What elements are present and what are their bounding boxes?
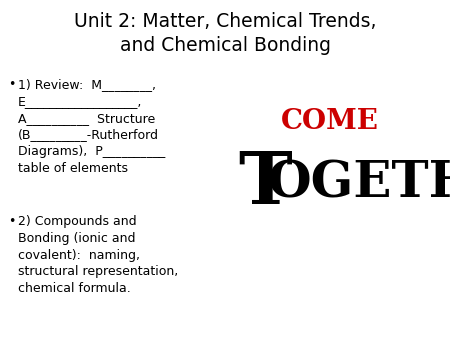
Text: 2) Compounds and
Bonding (ionic and
covalent):  naming,
structural representatio: 2) Compounds and Bonding (ionic and cova… [18,215,178,295]
Text: Unit 2: Matter, Chemical Trends,
and Chemical Bonding: Unit 2: Matter, Chemical Trends, and Che… [74,12,376,55]
Text: •: • [8,215,15,228]
Text: •: • [8,78,15,91]
Text: 1) Review:  M________,
E__________________,
A__________  Structure
(B_________-R: 1) Review: M________, E_________________… [18,78,165,175]
Text: T: T [238,148,292,219]
Text: COME: COME [281,108,379,135]
Text: OGETHER: OGETHER [268,160,450,209]
